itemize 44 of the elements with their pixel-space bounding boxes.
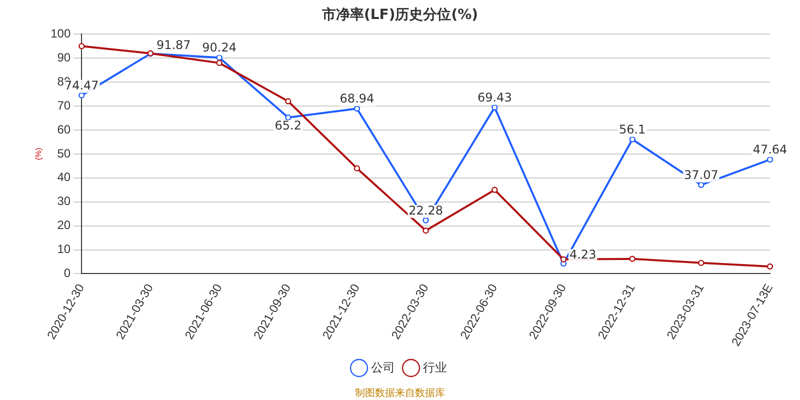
y-tick-label: 40 bbox=[57, 170, 71, 184]
y-tick-label: 100 bbox=[50, 26, 71, 41]
y-tick-label: 70 bbox=[57, 98, 71, 112]
data-label: 37.07 bbox=[684, 168, 718, 182]
point bbox=[354, 165, 360, 172]
point bbox=[629, 136, 636, 142]
data-label: 47.64 bbox=[752, 142, 788, 157]
data-label: 56.1 bbox=[618, 122, 646, 136]
y-tick-label: 20 bbox=[57, 218, 71, 232]
y-tick-label: 0 bbox=[64, 266, 71, 280]
point bbox=[629, 256, 636, 262]
point bbox=[216, 54, 222, 61]
data-label: 91.87 bbox=[156, 38, 191, 52]
point bbox=[766, 263, 774, 270]
point bbox=[698, 182, 704, 188]
y-tick-label: 10 bbox=[57, 242, 71, 256]
point bbox=[492, 104, 498, 111]
point bbox=[422, 228, 429, 234]
y-tick-label: 60 bbox=[57, 122, 71, 136]
text: 制图数据来自数据库 bbox=[354, 386, 446, 400]
data-label: 69.43 bbox=[477, 90, 512, 105]
point bbox=[285, 114, 292, 121]
point bbox=[422, 217, 429, 224]
data-label: 68.94 bbox=[340, 92, 374, 106]
point bbox=[698, 260, 704, 266]
legend-label: 行业 bbox=[423, 360, 447, 374]
y-tick-label: 50 bbox=[57, 146, 71, 160]
point bbox=[766, 156, 774, 163]
point bbox=[78, 92, 85, 98]
chart-title: 市净率(LF)历史分位(%) bbox=[320, 6, 480, 24]
y-tick-label: 30 bbox=[57, 194, 71, 208]
point bbox=[78, 43, 85, 50]
point bbox=[216, 60, 222, 66]
data-label: 65.2 bbox=[274, 118, 302, 133]
data-label: 22.28 bbox=[408, 203, 443, 218]
y-tick-label: 90 bbox=[57, 50, 71, 64]
data-label: 90.24 bbox=[202, 40, 236, 55]
point bbox=[285, 98, 292, 104]
data-label: 4.23 bbox=[569, 248, 596, 262]
point bbox=[560, 256, 567, 262]
point bbox=[354, 105, 360, 112]
y-axis-title: (%) bbox=[34, 147, 44, 160]
point bbox=[492, 186, 498, 193]
legend-label: 公司 bbox=[371, 360, 395, 374]
